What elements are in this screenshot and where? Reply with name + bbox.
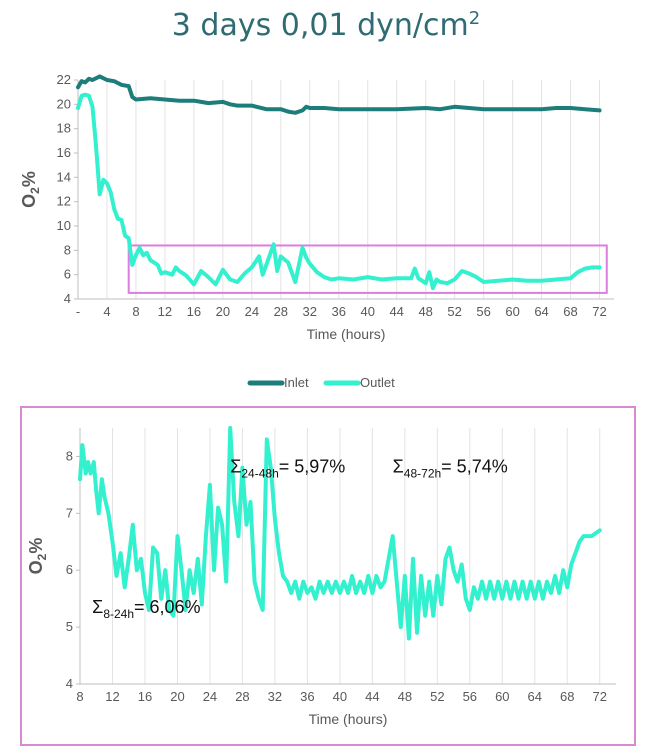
x-tick-label: - [76, 304, 80, 319]
legend-label-outlet: Outlet [360, 375, 395, 390]
legend-label-inlet: Inlet [284, 375, 309, 390]
y-tick-label: 5 [66, 619, 73, 634]
y-tick-label: 10 [57, 218, 71, 233]
x-tick-label: 20 [216, 304, 230, 319]
x-tick-label: 24 [203, 689, 217, 704]
x-tick-label: 28 [274, 304, 288, 319]
x-tick-label: 8 [76, 689, 83, 704]
zoom-inset-frame: 4 5 6 7 8 8 12 16 20 24 28 32 36 40 44 48 52 56 60 64 68 72 Ti… [20, 406, 636, 746]
title-superscript: 2 [468, 8, 481, 29]
y-tick-label: 8 [66, 448, 73, 463]
x-tick-label: 64 [528, 689, 542, 704]
highlight-box [127, 244, 608, 294]
mean-annotation: Σ8-24h= 6,06% [92, 597, 200, 621]
series-line-inlet [76, 74, 602, 115]
x-tick-label: 56 [463, 689, 477, 704]
x-tick-label: 68 [560, 689, 574, 704]
x-tick-label: 4 [103, 304, 110, 319]
x-tick-label: 44 [389, 304, 403, 319]
x-tick-label: 24 [245, 304, 259, 319]
x-tick-label: 32 [268, 689, 282, 704]
x-tick-label: 60 [505, 304, 519, 319]
x-tick-label: 16 [187, 304, 201, 319]
x-tick-label: 72 [593, 689, 607, 704]
y-tick-label: 18 [57, 121, 71, 136]
y-tick-label: 6 [66, 562, 73, 577]
x-tick-label: 68 [563, 304, 577, 319]
x-tick-label: 40 [333, 689, 347, 704]
x-tick-label: 28 [235, 689, 249, 704]
x-tick-label: 40 [360, 304, 374, 319]
y-tick-label: 12 [57, 194, 71, 209]
x-tick-label: 48 [418, 304, 432, 319]
x-tick-label: 56 [476, 304, 490, 319]
series-line-outlet [76, 92, 602, 291]
x-tick-label: 20 [170, 689, 184, 704]
y-tick-label: 4 [66, 676, 73, 691]
y-tick-label: 7 [66, 505, 73, 520]
x-tick-label: 44 [365, 689, 379, 704]
x-tick-label: 64 [534, 304, 548, 319]
x-tick-label: 36 [300, 689, 314, 704]
title-text: 3 days 0,01 dyn/cm [171, 8, 469, 43]
x-axis-label: Time (hours) [309, 711, 388, 727]
x-tick-label: 16 [138, 689, 152, 704]
x-tick-label: 48 [398, 689, 412, 704]
x-tick-label: 12 [105, 689, 119, 704]
x-tick-label: 60 [495, 689, 509, 704]
mean-annotation: Σ48-72h= 5,74% [393, 456, 508, 480]
y-tick-label: 16 [57, 145, 71, 160]
y-tick-label: 22 [57, 72, 71, 87]
y-tick-label: 20 [57, 96, 71, 111]
series-line-outlet [78, 426, 602, 641]
y-tick-label: 4 [64, 291, 71, 306]
y-tick-label: 6 [64, 267, 71, 282]
x-tick-label: 52 [430, 689, 444, 704]
x-tick-label: 8 [132, 304, 139, 319]
x-axis-label: Time (hours) [307, 326, 386, 342]
x-tick-label: 52 [447, 304, 461, 319]
page-title: 3 days 0,01 dyn/cm2 [0, 8, 652, 43]
x-tick-label: 32 [303, 304, 317, 319]
y-axis-label: O2% [26, 538, 49, 575]
x-tick-label: 72 [592, 304, 606, 319]
y-axis-label: O2% [19, 171, 42, 208]
y-tick-label: 8 [64, 242, 71, 257]
mean-annotation: Σ24-48h= 5,97% [230, 456, 345, 480]
x-tick-label: 36 [332, 304, 346, 319]
x-tick-label: 12 [158, 304, 172, 319]
y-tick-label: 14 [57, 169, 71, 184]
